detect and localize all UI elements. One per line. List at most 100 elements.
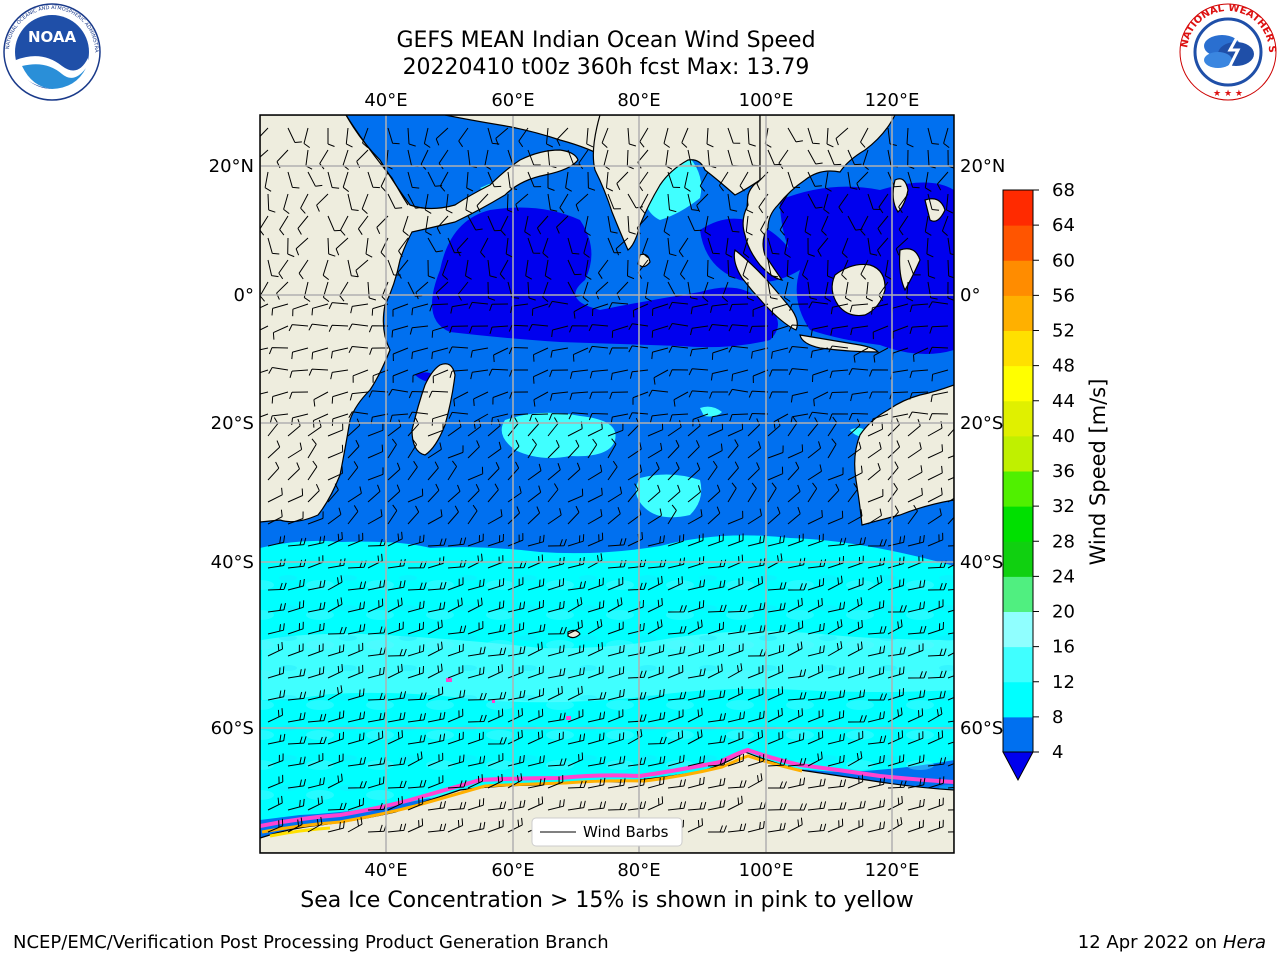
wind-barb	[727, 823, 747, 833]
wind-barb	[808, 411, 829, 419]
wind-barb	[827, 575, 843, 591]
wind-barb	[707, 559, 727, 569]
wind-barb	[327, 422, 344, 437]
wind-barb	[947, 545, 954, 547]
wind-barb	[402, 215, 409, 236]
wind-barb	[508, 347, 529, 355]
wind-barb	[407, 796, 424, 811]
wind-barb	[767, 535, 785, 547]
wind-barb	[867, 539, 887, 547]
wind-barb	[627, 778, 646, 789]
wind-barb	[607, 576, 624, 591]
wind-barb	[941, 215, 949, 236]
wind-barb	[687, 801, 707, 811]
colorbar-tick-label: 52	[1052, 321, 1075, 342]
wind-barb	[287, 442, 303, 459]
wind-barb	[442, 259, 449, 280]
lat-label-left-20s: 20°S	[211, 413, 254, 434]
wind-barb	[827, 259, 835, 280]
wind-barb	[850, 325, 869, 336]
wind-barb	[927, 465, 943, 481]
wind-barb	[327, 644, 345, 657]
lat-label-left-0: 0°	[234, 285, 254, 306]
wind-barb	[584, 259, 592, 280]
wind-barb	[729, 303, 749, 312]
wind-barb	[398, 237, 409, 258]
wind-barb	[607, 215, 618, 234]
wind-barb	[788, 324, 809, 332]
wind-barb	[509, 413, 529, 422]
wind-barb	[767, 644, 785, 657]
wind-barb	[927, 444, 943, 459]
wind-barb	[947, 675, 954, 679]
wind-barb	[287, 578, 305, 591]
wind-barb	[727, 482, 737, 503]
wind-barb	[867, 666, 885, 679]
wind-barb	[927, 819, 944, 833]
wind-barb	[527, 599, 544, 613]
wind-barb	[704, 215, 712, 236]
wind-barb	[687, 509, 703, 525]
wind-barb	[427, 423, 444, 437]
wind-barb	[847, 537, 866, 547]
wind-barb	[367, 444, 384, 459]
wind-barb	[467, 466, 484, 481]
wind-barb	[771, 325, 789, 338]
wind-barb	[473, 391, 489, 406]
footer-host: Hera	[1222, 932, 1266, 953]
chart-title-line2: 20220410 t00z 360h fcst Max: 13.79	[402, 55, 810, 80]
wind-barb	[447, 445, 464, 459]
lat-label-left-40s: 40°S	[211, 552, 254, 573]
wind-barb	[728, 388, 749, 396]
wind-barb	[847, 441, 862, 459]
caption: Sea Ice Concentration > 15% is shown in …	[300, 888, 914, 913]
wind-barb	[268, 347, 289, 355]
wind-barb	[487, 773, 503, 789]
wind-barb	[627, 259, 635, 280]
wind-barb	[927, 487, 943, 503]
wind-barb	[667, 576, 683, 591]
wind-barb	[707, 237, 720, 255]
wind-barb	[829, 413, 849, 421]
wind-barb	[627, 691, 647, 701]
wind-barb	[707, 460, 718, 481]
wind-barb	[835, 127, 849, 146]
wind-barb	[927, 127, 939, 145]
wind-barb	[327, 626, 347, 635]
wind-barb	[823, 193, 830, 214]
wind-barb	[827, 710, 845, 723]
wind-barb	[647, 535, 665, 547]
wind-barb	[547, 172, 555, 191]
wind-barb	[609, 391, 629, 400]
wind-barb	[928, 413, 949, 421]
wind-barb	[607, 423, 624, 437]
subtropical-patch-1	[501, 412, 616, 458]
wind-barb	[367, 666, 385, 679]
wind-barb	[335, 237, 349, 256]
wind-barb	[727, 533, 744, 547]
colorbar-segment	[1003, 541, 1033, 577]
wind-barb	[747, 821, 765, 833]
wind-barb	[667, 439, 680, 459]
wind-barb	[847, 171, 858, 190]
wind-barb	[707, 712, 726, 723]
wind-barb	[271, 391, 289, 404]
wind-barb	[407, 193, 423, 209]
wind-barb	[546, 127, 554, 148]
wind-barb	[267, 818, 284, 833]
wind-barb	[276, 149, 289, 169]
wind-barb	[407, 712, 426, 723]
wind-barb	[727, 127, 741, 144]
wind-barb	[747, 624, 766, 635]
wind-barb	[307, 643, 324, 657]
wind-barb	[767, 602, 786, 613]
wind-barb	[327, 821, 345, 833]
wind-barb	[827, 754, 845, 767]
wind-barb	[327, 802, 347, 811]
wind-barb	[727, 643, 744, 657]
colorbar-segment	[1003, 435, 1033, 472]
wind-barb	[827, 666, 845, 679]
wind-barb	[527, 463, 542, 481]
wind-barb	[847, 483, 859, 503]
wind-barb	[601, 127, 609, 148]
